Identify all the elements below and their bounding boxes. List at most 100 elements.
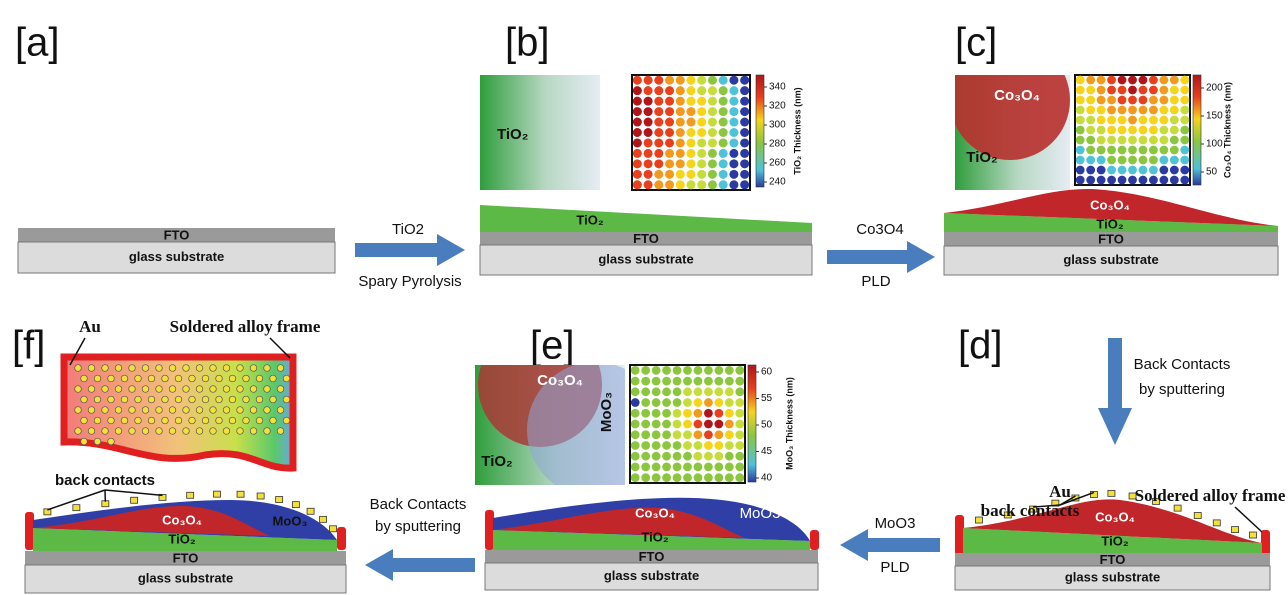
au-contact: [216, 417, 223, 424]
map-dot: [694, 441, 703, 450]
map-dot: [1159, 76, 1168, 85]
map-dot: [633, 170, 642, 179]
process-arrow: [1098, 338, 1132, 445]
map-dot: [719, 86, 728, 95]
map-dot: [729, 86, 738, 95]
back-contact: [257, 493, 264, 499]
map-dot: [1097, 106, 1106, 115]
co3o4-label: Co₃O₄: [1090, 197, 1130, 212]
map-dot: [683, 366, 692, 375]
map-dot: [1097, 136, 1106, 145]
map-dot: [1128, 76, 1137, 85]
map-dot: [694, 430, 703, 439]
map-dot: [652, 452, 661, 461]
map-dot: [673, 430, 682, 439]
step-material: MoO3: [875, 515, 916, 532]
map-dot: [676, 86, 685, 95]
map-dot: [1170, 166, 1179, 175]
map-dot: [654, 159, 663, 168]
map-dot: [735, 430, 744, 439]
map-dot: [740, 76, 749, 85]
moo3-label: MoO₃: [273, 513, 308, 528]
map-dot: [1139, 176, 1148, 185]
map-dot: [735, 409, 744, 418]
au-contact: [88, 428, 95, 435]
panel-label: [a]: [15, 21, 59, 65]
map-dot: [1180, 96, 1189, 105]
map-dot: [1086, 176, 1095, 185]
map-dot: [1128, 146, 1137, 155]
au-contact: [277, 428, 284, 435]
back-contact: [1090, 491, 1097, 497]
map-dot: [704, 430, 713, 439]
alloy-frame: [1261, 530, 1270, 555]
map-dot: [714, 409, 723, 418]
map-dot: [1159, 86, 1168, 95]
au-contact: [223, 407, 230, 414]
map-dot: [708, 149, 717, 158]
au-contact: [237, 428, 244, 435]
fto-label: FTO: [173, 550, 199, 565]
map-dot: [683, 387, 692, 396]
map-dot: [665, 159, 674, 168]
map-dot: [719, 170, 728, 179]
map-dot: [631, 430, 640, 439]
map-label: TiO₂: [481, 453, 512, 470]
map-dot: [1128, 156, 1137, 165]
moo3-label: MoO3: [740, 505, 781, 522]
map-dot: [662, 463, 671, 472]
au-contact: [135, 375, 142, 382]
map-dot: [683, 430, 692, 439]
map-dot: [1180, 126, 1189, 135]
map-dot: [1180, 136, 1189, 145]
map-dot: [683, 398, 692, 407]
glass-label: glass substrate: [129, 249, 224, 264]
colorbar-tick-label: 260: [769, 158, 786, 169]
map-dot: [1180, 116, 1189, 125]
map-dot: [1139, 116, 1148, 125]
au-contact: [148, 375, 155, 382]
map-dot: [1118, 176, 1127, 185]
map-dot: [1159, 116, 1168, 125]
map-dot: [725, 420, 734, 429]
map-dot: [631, 366, 640, 375]
au-contact: [250, 407, 257, 414]
map-dot: [652, 430, 661, 439]
map-dot: [1180, 176, 1189, 185]
map-dot: [708, 107, 717, 116]
map-dot: [719, 118, 728, 127]
au-contact: [175, 396, 182, 403]
au-contact: [256, 375, 263, 382]
map-dot: [662, 430, 671, 439]
au-contact: [250, 428, 257, 435]
map-dot: [740, 138, 749, 147]
back-contact: [1213, 520, 1220, 526]
back-contact: [276, 497, 283, 503]
map-dot: [644, 76, 653, 85]
map-dot: [735, 473, 744, 482]
map-dot: [665, 107, 674, 116]
map-dot: [665, 97, 674, 106]
map-dot: [1159, 156, 1168, 165]
map-dot: [735, 420, 744, 429]
tio2-label: TiO₂: [168, 531, 195, 546]
map-dot: [1149, 116, 1158, 125]
map-dot: [714, 430, 723, 439]
map-dot: [1180, 156, 1189, 165]
au-contact: [223, 428, 230, 435]
au-contact: [216, 396, 223, 403]
au-contact: [264, 386, 271, 393]
step-material: TiO2: [392, 221, 424, 238]
map-dot: [676, 149, 685, 158]
map-dot: [1128, 126, 1137, 135]
map-dot: [729, 159, 738, 168]
map-dot: [644, 159, 653, 168]
map-dot: [662, 377, 671, 386]
au-contact: [142, 386, 149, 393]
map-dot: [644, 138, 653, 147]
colorbar-tick-label: 45: [761, 446, 773, 457]
au-contact: [169, 365, 176, 372]
step-material: Co3O4: [856, 221, 904, 238]
map-dot: [725, 387, 734, 396]
map-dot: [704, 441, 713, 450]
